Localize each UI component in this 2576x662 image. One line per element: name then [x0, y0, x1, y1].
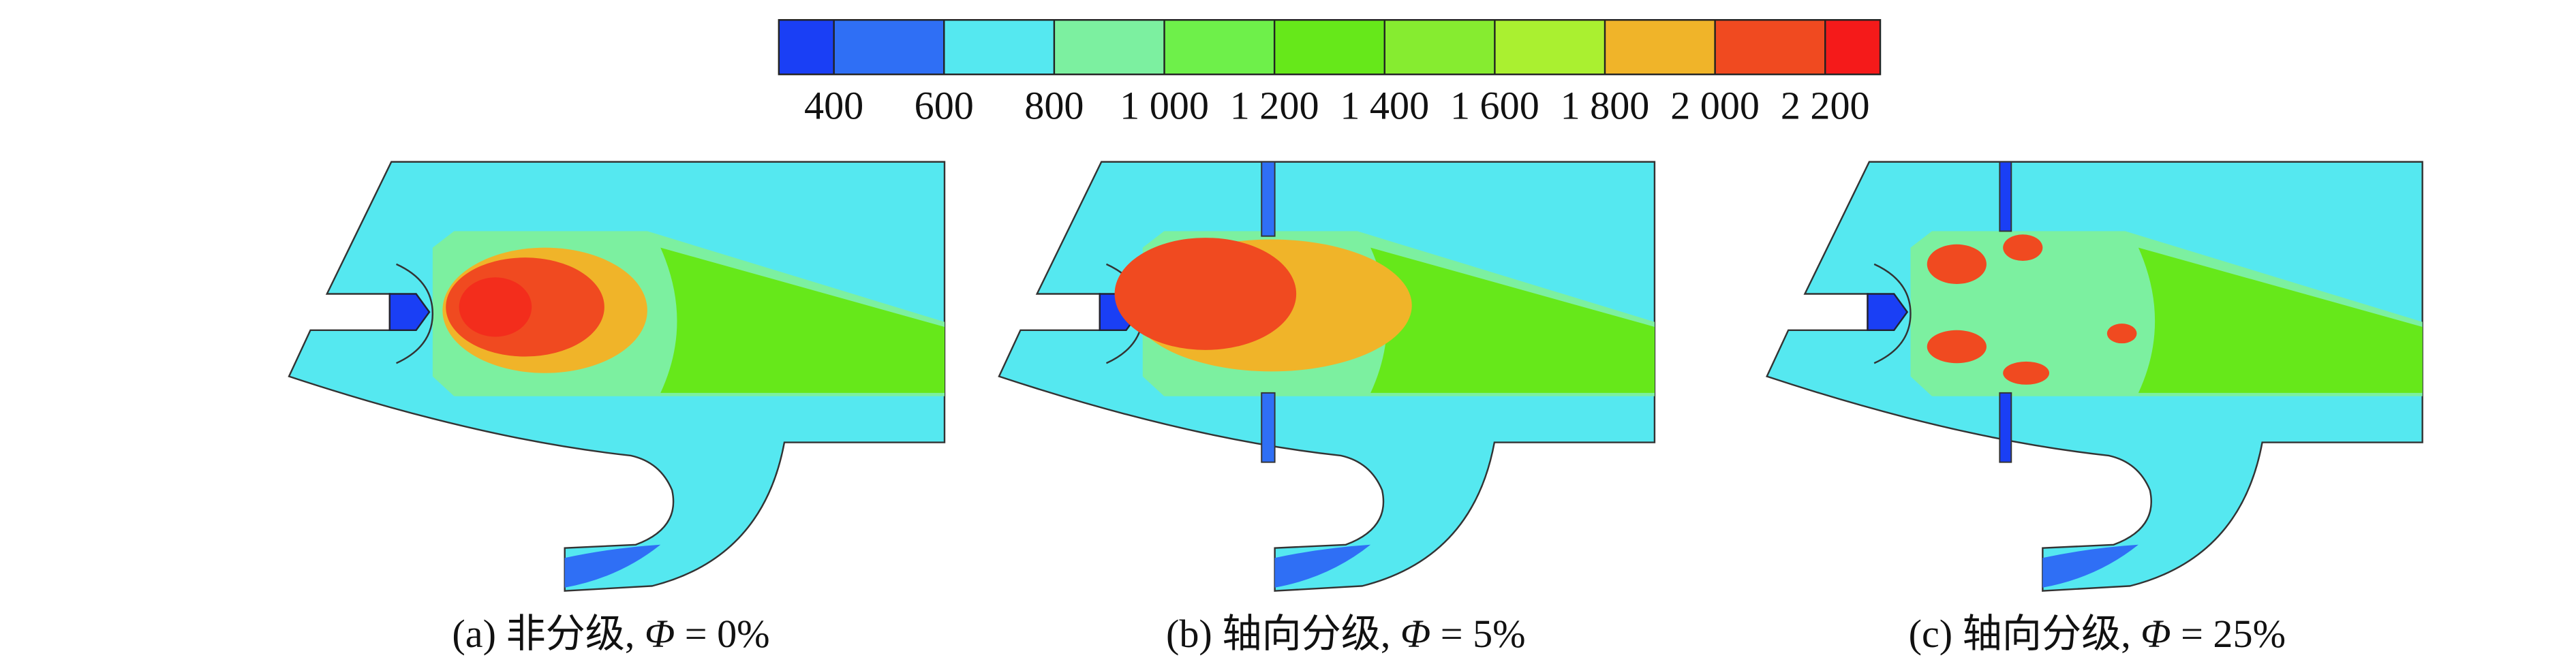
colorbar-tick-label: 2 000	[1670, 84, 1760, 128]
panel-caption: (c) 轴向分级, Φ = 25%	[1909, 612, 2286, 656]
colorbar-tick-label: 1 600	[1450, 84, 1539, 128]
panel-c	[1766, 161, 2423, 592]
colorbar-segment	[833, 20, 945, 75]
panel-b	[998, 161, 1656, 592]
captions: (a) 非分级, Φ = 0% (b) 轴向分级, Φ = 5% (c) 轴向分级,…	[452, 612, 2286, 656]
colorbar-segment	[1715, 20, 1826, 75]
caption-suffix: = 5%	[1430, 612, 1525, 656]
colorbar-tick-label: 1 000	[1120, 84, 1209, 128]
colorbar-segment	[1054, 20, 1165, 75]
colorbar-frame	[778, 19, 1882, 76]
colorbar-segment	[944, 20, 1054, 75]
caption-prefix: (a) 非分级,	[452, 612, 645, 656]
colorbar-segment	[1384, 20, 1495, 75]
colorbar-segment	[1604, 20, 1715, 75]
colorbar: 400 600 800 1 000 1 200 1 400 1 600 1 800 2 000 2…	[778, 19, 1882, 128]
caption-symbol: Φ	[2141, 612, 2171, 656]
caption-prefix: (c) 轴向分级,	[1909, 612, 2141, 656]
colorbar-tick-label: 1 800	[1561, 84, 1650, 128]
colorbar-segment	[1274, 20, 1385, 75]
colorbar-tick-label: 800	[1024, 84, 1084, 128]
panel-caption: (a) 非分级, Φ = 0%	[452, 612, 769, 656]
colorbar-tick-label: 400	[804, 84, 863, 128]
panel-a	[288, 161, 946, 592]
caption-suffix: = 0%	[675, 612, 769, 656]
colorbar-tick-label: 1 200	[1230, 84, 1319, 128]
panels	[288, 161, 2423, 592]
colorbar-segment	[1825, 20, 1881, 75]
caption-symbol: Φ	[1400, 612, 1430, 656]
colorbar-tick-label: 2 200	[1781, 84, 1870, 128]
panel-caption: (b) 轴向分级, Φ = 5%	[1166, 612, 1526, 656]
colorbar-tick-label: 600	[915, 84, 974, 128]
caption-suffix: = 25%	[2171, 612, 2286, 656]
caption-symbol: Φ	[645, 612, 675, 656]
colorbar-segment	[1494, 20, 1605, 75]
caption-prefix: (b) 轴向分级,	[1166, 612, 1400, 656]
colorbar-segment	[1164, 20, 1275, 75]
colorbar-segment	[778, 20, 834, 75]
colorbar-tick-label: 1 400	[1340, 84, 1429, 128]
